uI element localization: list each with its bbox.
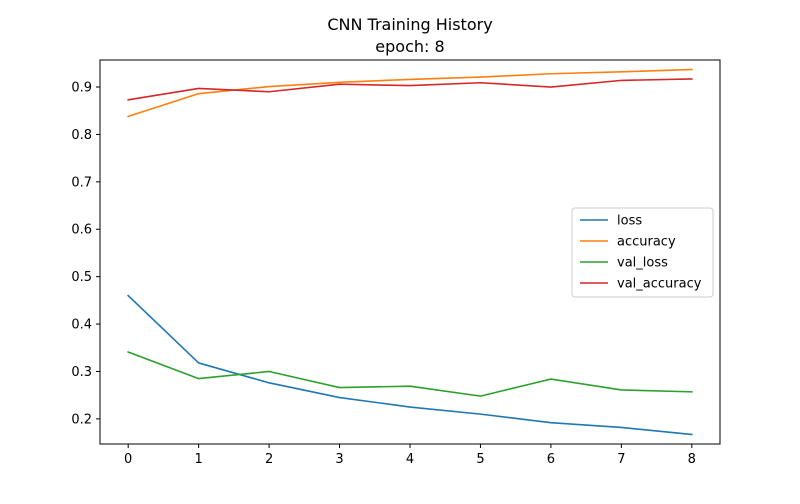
series-line-val-accuracy [127,78,693,101]
series-line-accuracy [127,68,693,118]
legend-label: val_loss [617,256,668,271]
x-tick-label: 6 [547,452,555,467]
legend-box [571,207,714,298]
y-tick-label: 0.9 [71,81,92,96]
chart-title: CNN Training History [327,15,492,34]
series-layer [127,68,693,436]
legend: loss accuracy val_loss val_accuracy [571,207,714,298]
y-tick-label: 0.7 [71,175,92,190]
x-axis: 0 1 2 3 4 5 6 7 8 [124,444,696,467]
x-tick-label: 3 [335,452,343,467]
series-line-loss [127,294,693,436]
y-tick-label: 0.4 [71,318,92,333]
y-tick-label: 0.2 [71,412,92,427]
series-line-val-loss [127,350,693,397]
y-tick-label: 0.8 [71,128,92,143]
x-tick-label: 7 [617,452,625,467]
x-tick-label: 4 [406,452,414,467]
legend-label: val_accuracy [617,277,702,292]
legend-label: loss [617,214,642,229]
legend-label: accuracy [617,235,676,250]
x-tick-label: 1 [194,452,202,467]
y-tick-label: 0.3 [71,365,92,380]
x-tick-label: 2 [265,452,273,467]
y-tick-label: 0.6 [71,223,92,238]
x-tick-label: 0 [124,452,132,467]
x-tick-label: 8 [688,452,696,467]
y-axis: 0.2 0.3 0.4 0.5 0.6 0.7 0.8 0.9 [71,81,100,427]
y-tick-label: 0.5 [71,270,92,285]
chart-subtitle: epoch: 8 [375,37,444,56]
x-tick-label: 5 [476,452,484,467]
